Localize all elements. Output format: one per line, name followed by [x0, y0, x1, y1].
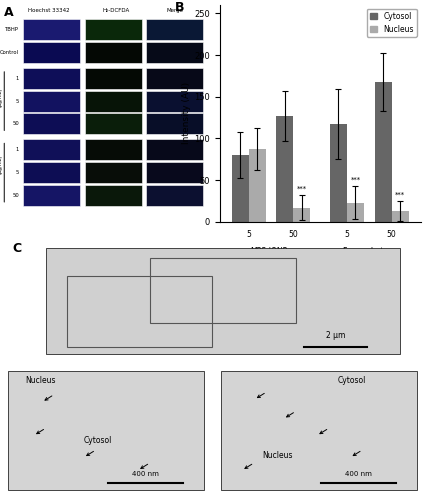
Text: ***: *** [395, 192, 405, 198]
Bar [293, 208, 310, 222]
Text: MPS-IONPs
(μg/mL): MPS-IONPs (μg/mL) [0, 88, 2, 114]
Text: 50: 50 [12, 193, 19, 198]
Bar [85, 185, 142, 206]
Text: B: B [176, 0, 185, 14]
Bar [85, 68, 142, 89]
Bar [146, 68, 203, 89]
Bar [67, 276, 212, 347]
Text: 1: 1 [16, 76, 19, 81]
Y-axis label: Intensity (AU): Intensity (AU) [182, 82, 191, 144]
Text: Cytosol: Cytosol [83, 436, 112, 444]
Text: Ferucarbotran
(μg/mL): Ferucarbotran (μg/mL) [0, 155, 2, 190]
Text: Control: Control [0, 50, 19, 55]
Bar [85, 19, 142, 40]
Text: C: C [13, 242, 22, 255]
Bar [146, 42, 203, 63]
Bar [221, 372, 416, 490]
Bar [85, 140, 142, 160]
Bar [23, 140, 80, 160]
Text: Merge: Merge [167, 8, 184, 14]
Text: 5: 5 [16, 98, 19, 103]
Text: ***: *** [297, 186, 307, 192]
Text: 5: 5 [246, 230, 251, 239]
Bar [46, 248, 400, 354]
Bar [232, 155, 249, 222]
Text: 5: 5 [345, 230, 349, 239]
Text: 2 μm: 2 μm [326, 331, 345, 340]
Text: 50: 50 [12, 122, 19, 126]
Bar [146, 185, 203, 206]
Bar [347, 202, 364, 222]
Text: H₂-DCFDA: H₂-DCFDA [102, 8, 130, 14]
Legend: Cytosol, Nucleus: Cytosol, Nucleus [367, 9, 417, 37]
Text: A: A [4, 6, 14, 19]
Bar [23, 114, 80, 134]
Bar [330, 124, 347, 222]
Bar [146, 19, 203, 40]
Bar [23, 162, 80, 183]
Bar [276, 116, 293, 222]
Text: ***: *** [351, 176, 360, 182]
Text: Ferucarbotran
(μg/mL): Ferucarbotran (μg/mL) [342, 246, 397, 266]
Bar [249, 149, 266, 222]
Bar [146, 114, 203, 134]
Bar [146, 90, 203, 112]
Bar [85, 114, 142, 134]
Text: 400 nm: 400 nm [133, 471, 159, 477]
Bar [23, 68, 80, 89]
Text: 50: 50 [289, 230, 298, 239]
Bar [150, 258, 296, 324]
Bar [23, 19, 80, 40]
Text: Nucleus: Nucleus [263, 451, 293, 460]
Text: Cytosol: Cytosol [337, 376, 366, 386]
Bar [375, 82, 392, 222]
Bar [85, 42, 142, 63]
Text: MPS-IONPs
(μg/mL): MPS-IONPs (μg/mL) [250, 246, 292, 266]
Bar [85, 162, 142, 183]
Text: 400 nm: 400 nm [345, 471, 372, 477]
Text: Nucleus: Nucleus [25, 376, 56, 386]
Bar [85, 90, 142, 112]
Bar [23, 185, 80, 206]
Bar [392, 211, 409, 222]
Text: 5: 5 [16, 170, 19, 175]
Text: 1: 1 [16, 148, 19, 152]
Bar [8, 372, 204, 490]
Bar [146, 140, 203, 160]
Text: TBHP: TBHP [5, 27, 19, 32]
Bar [146, 162, 203, 183]
Text: Hoechst 33342: Hoechst 33342 [28, 8, 69, 14]
Bar [23, 42, 80, 63]
Text: 50: 50 [387, 230, 397, 239]
Bar [23, 90, 80, 112]
